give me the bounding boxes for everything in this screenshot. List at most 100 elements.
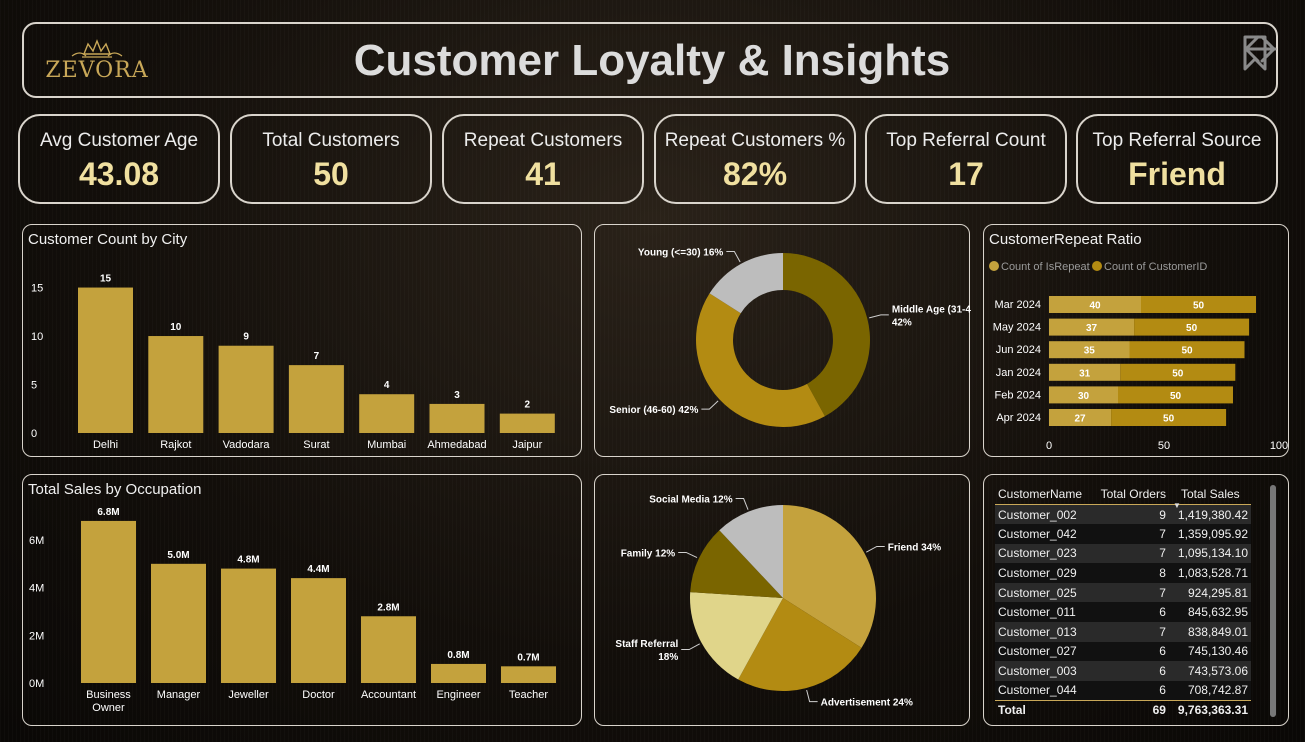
stacked-bar-segment[interactable] <box>1111 409 1227 426</box>
y-category-label: Jan 2024 <box>996 367 1041 379</box>
stacked-bar-segment[interactable] <box>1129 341 1245 359</box>
bar-data-label: 6.8M <box>97 507 119 518</box>
bar[interactable] <box>361 616 416 683</box>
bar[interactable] <box>501 666 556 683</box>
cell-total-orders: 6 <box>1092 661 1169 681</box>
age-donut-chart: Middle Age (31-45) 42% Senior (46-60) 42% Y… <box>609 247 971 427</box>
header-bar: ZEVORA Customer Loyalty & Insights <box>22 22 1278 98</box>
table-row[interactable]: Customer_027 6 745,130.46 <box>995 641 1251 662</box>
y-tick-label: 10 <box>31 331 43 343</box>
stacked-bar-segment[interactable] <box>1049 363 1121 381</box>
x-category-label: Delhi <box>93 439 118 451</box>
y-category-label: Jun 2024 <box>996 344 1041 356</box>
pie-slice[interactable] <box>738 598 862 691</box>
kpi-label: Top Referral Source <box>1092 130 1262 151</box>
bar[interactable] <box>288 365 344 433</box>
bar[interactable] <box>81 520 136 683</box>
kpi-label: Top Referral Count <box>886 130 1046 151</box>
table-scrollbar[interactable] <box>1270 485 1276 717</box>
bar-data-label: 4.8M <box>237 555 259 566</box>
leader-line <box>681 643 700 651</box>
slice-label: Advertisement 24% <box>821 698 913 709</box>
column-header-customer-name[interactable]: CustomerName <box>995 485 1093 505</box>
occupation-chart-panel: Total Sales by Occupation 0M 2M 4M 6M 6.8M Bu… <box>22 474 582 726</box>
x-tick-label: 100 <box>1270 440 1288 452</box>
bar[interactable] <box>359 394 415 433</box>
bar-data-label: 4 <box>384 380 390 391</box>
bar[interactable] <box>148 336 204 433</box>
table-row[interactable]: Customer_002 9 1,419,380.42 <box>995 504 1251 525</box>
stacked-bar-segment[interactable] <box>1049 341 1130 359</box>
city-chart-panel: Customer Count by City 0 5 10 15 15 Delhi 10 Ra… <box>22 224 582 457</box>
x-tick-label: 50 <box>1158 440 1170 452</box>
leader-line <box>735 498 749 510</box>
bar-data-label: 9 <box>243 332 249 343</box>
cell-customer-name: Customer_027 <box>995 641 1093 662</box>
pie-slice[interactable] <box>783 505 876 648</box>
bar-data-label: 40 <box>1089 301 1101 312</box>
leader-line <box>869 314 889 319</box>
pie-slice[interactable] <box>696 293 825 427</box>
table-row[interactable]: Customer_013 7 838,849.01 <box>995 622 1251 642</box>
forward-arrow-icon[interactable] <box>1242 34 1278 64</box>
bar-data-label: 10 <box>170 322 182 333</box>
stacked-bar-segment[interactable] <box>1134 318 1250 336</box>
table-row[interactable]: Customer_025 7 924,295.81 <box>995 582 1251 603</box>
bar-data-label: 2.8M <box>377 602 399 613</box>
x-category-label: Rajkot <box>160 439 191 451</box>
bar-data-label: 50 <box>1170 391 1182 402</box>
bar[interactable] <box>431 663 486 683</box>
bar[interactable] <box>221 568 276 683</box>
bar[interactable] <box>429 403 485 433</box>
pie-slice[interactable] <box>709 253 783 314</box>
kpi-label: Repeat Customers <box>463 130 623 151</box>
kpi-avg-customer-age: Avg Customer Age 43.08 <box>18 114 220 204</box>
table-total-row[interactable]: Total 69 9,763,363.31 <box>995 699 1251 721</box>
y-tick-label: 15 <box>31 283 43 295</box>
bar[interactable] <box>218 345 274 433</box>
slice-label: Family 12% <box>621 548 676 559</box>
kpi-top-referral-source: Top Referral Source Friend <box>1076 114 1278 204</box>
x-category-label: Jeweller <box>228 689 269 701</box>
bar[interactable] <box>151 563 206 683</box>
bar[interactable] <box>291 578 346 683</box>
bar[interactable] <box>499 413 555 433</box>
stacked-bar-segment[interactable] <box>1049 296 1141 313</box>
slice-label: 18% <box>658 652 678 663</box>
x-category-label: Owner <box>92 702 125 714</box>
bar-data-label: 5.0M <box>167 550 189 561</box>
stacked-bar-segment[interactable] <box>1120 363 1236 381</box>
cell-total-orders: 6 <box>1092 641 1169 662</box>
bar-data-label: 50 <box>1181 346 1193 357</box>
pie-slice[interactable] <box>690 592 783 680</box>
table-row[interactable]: Customer_023 7 1,095,134.10 <box>995 543 1251 564</box>
cell-customer-name: Customer_029 <box>995 563 1093 583</box>
column-header-total-orders[interactable]: Total Orders <box>1092 485 1169 505</box>
pie-slice[interactable] <box>783 253 870 417</box>
stacked-bar-segment[interactable] <box>1141 296 1256 313</box>
stacked-bar-segment[interactable] <box>1049 409 1112 426</box>
stacked-bar-segment[interactable] <box>1049 386 1118 404</box>
column-header-total-sales[interactable]: Total Sales ▼ <box>1168 485 1251 510</box>
cell-customer-name: Total <box>995 699 1093 721</box>
table-row[interactable]: Customer_042 7 1,359,095.92 <box>995 524 1251 544</box>
cell-customer-name: Customer_013 <box>995 622 1093 642</box>
pie-slice[interactable] <box>719 505 783 598</box>
kpi-label: Repeat Customers % <box>664 130 846 151</box>
stacked-bar-segment[interactable] <box>1118 386 1233 404</box>
table-row[interactable]: Customer_003 6 743,573.06 <box>995 661 1251 681</box>
x-category-label: Mumbai <box>367 439 406 451</box>
table-scroll-thumb[interactable] <box>1270 485 1276 717</box>
table-row[interactable]: Customer_011 6 845,632.95 <box>995 602 1251 623</box>
bar-data-label: 31 <box>1079 368 1091 379</box>
pie-slice[interactable] <box>690 530 783 598</box>
repeat-ratio-panel: CustomerRepeat Ratio Count of IsRepeat Co… <box>983 224 1289 457</box>
bar-data-label: 7 <box>314 351 320 362</box>
table-row[interactable]: Customer_044 6 708,742.87 <box>995 680 1251 701</box>
bar[interactable] <box>78 287 133 433</box>
table-row[interactable]: Customer_029 8 1,083,528.71 <box>995 563 1251 583</box>
stacked-bar-segment[interactable] <box>1049 318 1135 336</box>
occupation-chart-title: Total Sales by Occupation <box>28 481 202 498</box>
bar-data-label: 0.8M <box>447 650 469 661</box>
